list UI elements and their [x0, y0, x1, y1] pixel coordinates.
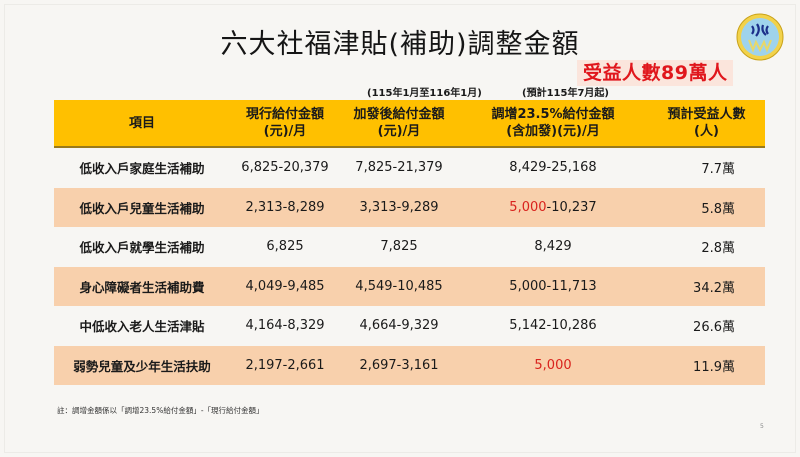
current-amount: 4,049-9,485: [245, 278, 325, 294]
table-header: 項目 現行給付金額 (元)/月 加發後給付金額 (元)/月 調增23.5%給付金額(…: [54, 100, 765, 148]
future-period-label: (預計115年7月起): [522, 88, 609, 99]
table-row: 中低收入老人生活津貼 4,164-8,329 4,664-9,329 5,142…: [54, 306, 765, 346]
item-name: 低收入戶就學生活補助: [79, 240, 205, 256]
after-bonus-amount: 7,825: [380, 239, 418, 255]
beneficiaries: 26.6萬: [693, 320, 735, 336]
ministry-emblem-icon: [735, 12, 785, 62]
table-row: 低收入戶家庭生活補助 6,825-20,379 7,825-21,379 8,4…: [54, 148, 765, 188]
item-name: 低收入戶家庭生活補助: [79, 161, 205, 177]
increased-amount: 5,142-10,286: [509, 318, 597, 334]
current-amount: 6,825: [266, 239, 304, 255]
increased-amount: 5,000 -10,237: [509, 199, 597, 215]
after-bonus-amount: 4,549-10,485: [355, 278, 443, 294]
increased-amount: 5,000: [534, 357, 572, 373]
item-name: 中低收入老人生活津貼: [79, 319, 205, 335]
table-row: 低收入戶兒童生活補助 2,313-8,289 3,313-9,289 5,000…: [54, 187, 765, 227]
after-bonus-amount: 2,697-3,161: [359, 357, 439, 373]
current-amount: 2,197-2,661: [245, 357, 325, 373]
current-amount: 2,313-8,289: [245, 199, 325, 215]
current-amount: 6,825-20,379: [241, 160, 329, 176]
increased-amount: 8,429-25,168: [509, 160, 597, 176]
item-name: 弱勢兒童及少年生活扶助: [73, 358, 211, 374]
beneficiaries: 11.9萬: [693, 359, 735, 375]
after-bonus-amount: 7,825-21,379: [355, 160, 443, 176]
current-amount: 4,164-8,329: [245, 318, 325, 334]
beneficiaries: 34.2萬: [693, 280, 735, 296]
footnote: 註：調增金額係以「調增23.5%給付金額」-「現行給付金額」: [57, 406, 264, 415]
slide-frame: [4, 4, 796, 453]
header-beneficiaries: 預計受益人數 (人): [667, 107, 746, 139]
slide-title: 六大社福津貼(補助)調整金額: [220, 29, 580, 60]
beneficiaries: 7.7萬: [701, 162, 735, 178]
increased-amount: 8,429: [534, 239, 572, 255]
after-bonus-amount: 4,664-9,329: [359, 318, 439, 334]
beneficiaries: 5.8萬: [701, 201, 735, 217]
page-number: 5: [760, 423, 764, 430]
subsidy-table: 項目 現行給付金額 (元)/月 加發後給付金額 (元)/月 調增23.5%給付金額(…: [54, 100, 765, 385]
current-period-label: (115年1月至116年1月): [367, 88, 482, 99]
beneficiaries: 2.8萬: [701, 241, 735, 257]
beneficiaries-callout: 受益人數89萬人: [577, 60, 734, 86]
table-row: 弱勢兒童及少年生活扶助 2,197-2,661 2,697-3,161 5,00…: [54, 345, 765, 385]
item-name: 身心障礙者生活補助費: [79, 279, 205, 295]
after-bonus-amount: 3,313-9,289: [359, 199, 439, 215]
table-row: 低收入戶就學生活補助 6,825 7,825 8,429 2.8萬: [54, 227, 765, 267]
header-increased-amount: 調增23.5%給付金額 (含加發)(元)/月: [491, 107, 615, 139]
item-name: 低收入戶兒童生活補助: [79, 200, 205, 216]
increased-amount: 5,000-11,713: [509, 278, 597, 294]
header-after-bonus-amount: 加發後給付金額 (元)/月: [353, 107, 445, 139]
header-item: 項目: [128, 115, 155, 131]
header-current-amount: 現行給付金額 (元)/月: [245, 107, 324, 139]
table-row: 身心障礙者生活補助費 4,049-9,485 4,549-10,485 5,00…: [54, 266, 765, 306]
